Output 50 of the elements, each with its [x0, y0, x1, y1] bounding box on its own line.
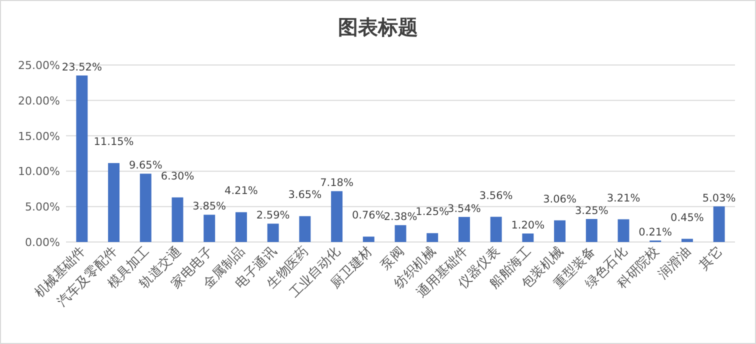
- y-tick-label: 0.00%: [25, 236, 60, 249]
- data-label: 11.15%: [94, 136, 134, 148]
- bar: [394, 225, 406, 242]
- data-label: 5.03%: [702, 192, 736, 204]
- bar: [172, 197, 184, 242]
- data-label: 1.25%: [416, 206, 450, 218]
- data-label: 6.30%: [160, 170, 194, 182]
- data-label: 0.45%: [670, 212, 704, 224]
- bar: [490, 216, 502, 242]
- bar: [299, 216, 311, 242]
- y-tick-label: 20.00%: [18, 94, 60, 108]
- bar: [586, 218, 598, 242]
- bar: [618, 219, 630, 242]
- data-label: 0.76%: [352, 210, 386, 222]
- y-tick-label: 10.00%: [18, 165, 60, 178]
- x-tick-label: 润滑油: [656, 244, 694, 282]
- bar: [76, 75, 88, 242]
- y-tick-label: 5.00%: [25, 200, 60, 214]
- bar: [681, 238, 693, 242]
- data-label: 3.21%: [606, 192, 640, 204]
- data-label: 3.25%: [574, 204, 608, 217]
- data-label: 23.52%: [62, 61, 102, 74]
- data-label: 3.54%: [448, 202, 481, 215]
- bar: [204, 214, 216, 242]
- data-label: 1.20%: [511, 220, 545, 232]
- bar: [426, 233, 438, 242]
- x-tick-label: 其它: [696, 244, 726, 274]
- data-label: 7.18%: [320, 177, 354, 190]
- bar: [140, 174, 152, 242]
- bar: [713, 206, 725, 242]
- data-label: 3.56%: [479, 190, 513, 202]
- y-tick-label: 25.00%: [18, 59, 60, 72]
- bar: [108, 163, 120, 242]
- bar: [235, 212, 247, 242]
- bar: [362, 236, 374, 242]
- data-label: 0.21%: [638, 226, 672, 239]
- bar: [267, 224, 279, 242]
- chart-title: 图表标题: [338, 15, 418, 39]
- data-label: 3.65%: [288, 189, 322, 202]
- data-label: 3.85%: [192, 200, 226, 213]
- bar: [331, 191, 343, 242]
- bar: [554, 220, 566, 242]
- data-label: 9.65%: [128, 160, 162, 172]
- y-tick-label: 15.00%: [18, 130, 60, 143]
- bar: [522, 234, 534, 242]
- data-label: 3.06%: [543, 193, 576, 206]
- data-label: 2.38%: [384, 211, 418, 224]
- data-label: 2.59%: [256, 210, 290, 222]
- data-label: 4.21%: [224, 185, 258, 198]
- bar: [458, 216, 470, 242]
